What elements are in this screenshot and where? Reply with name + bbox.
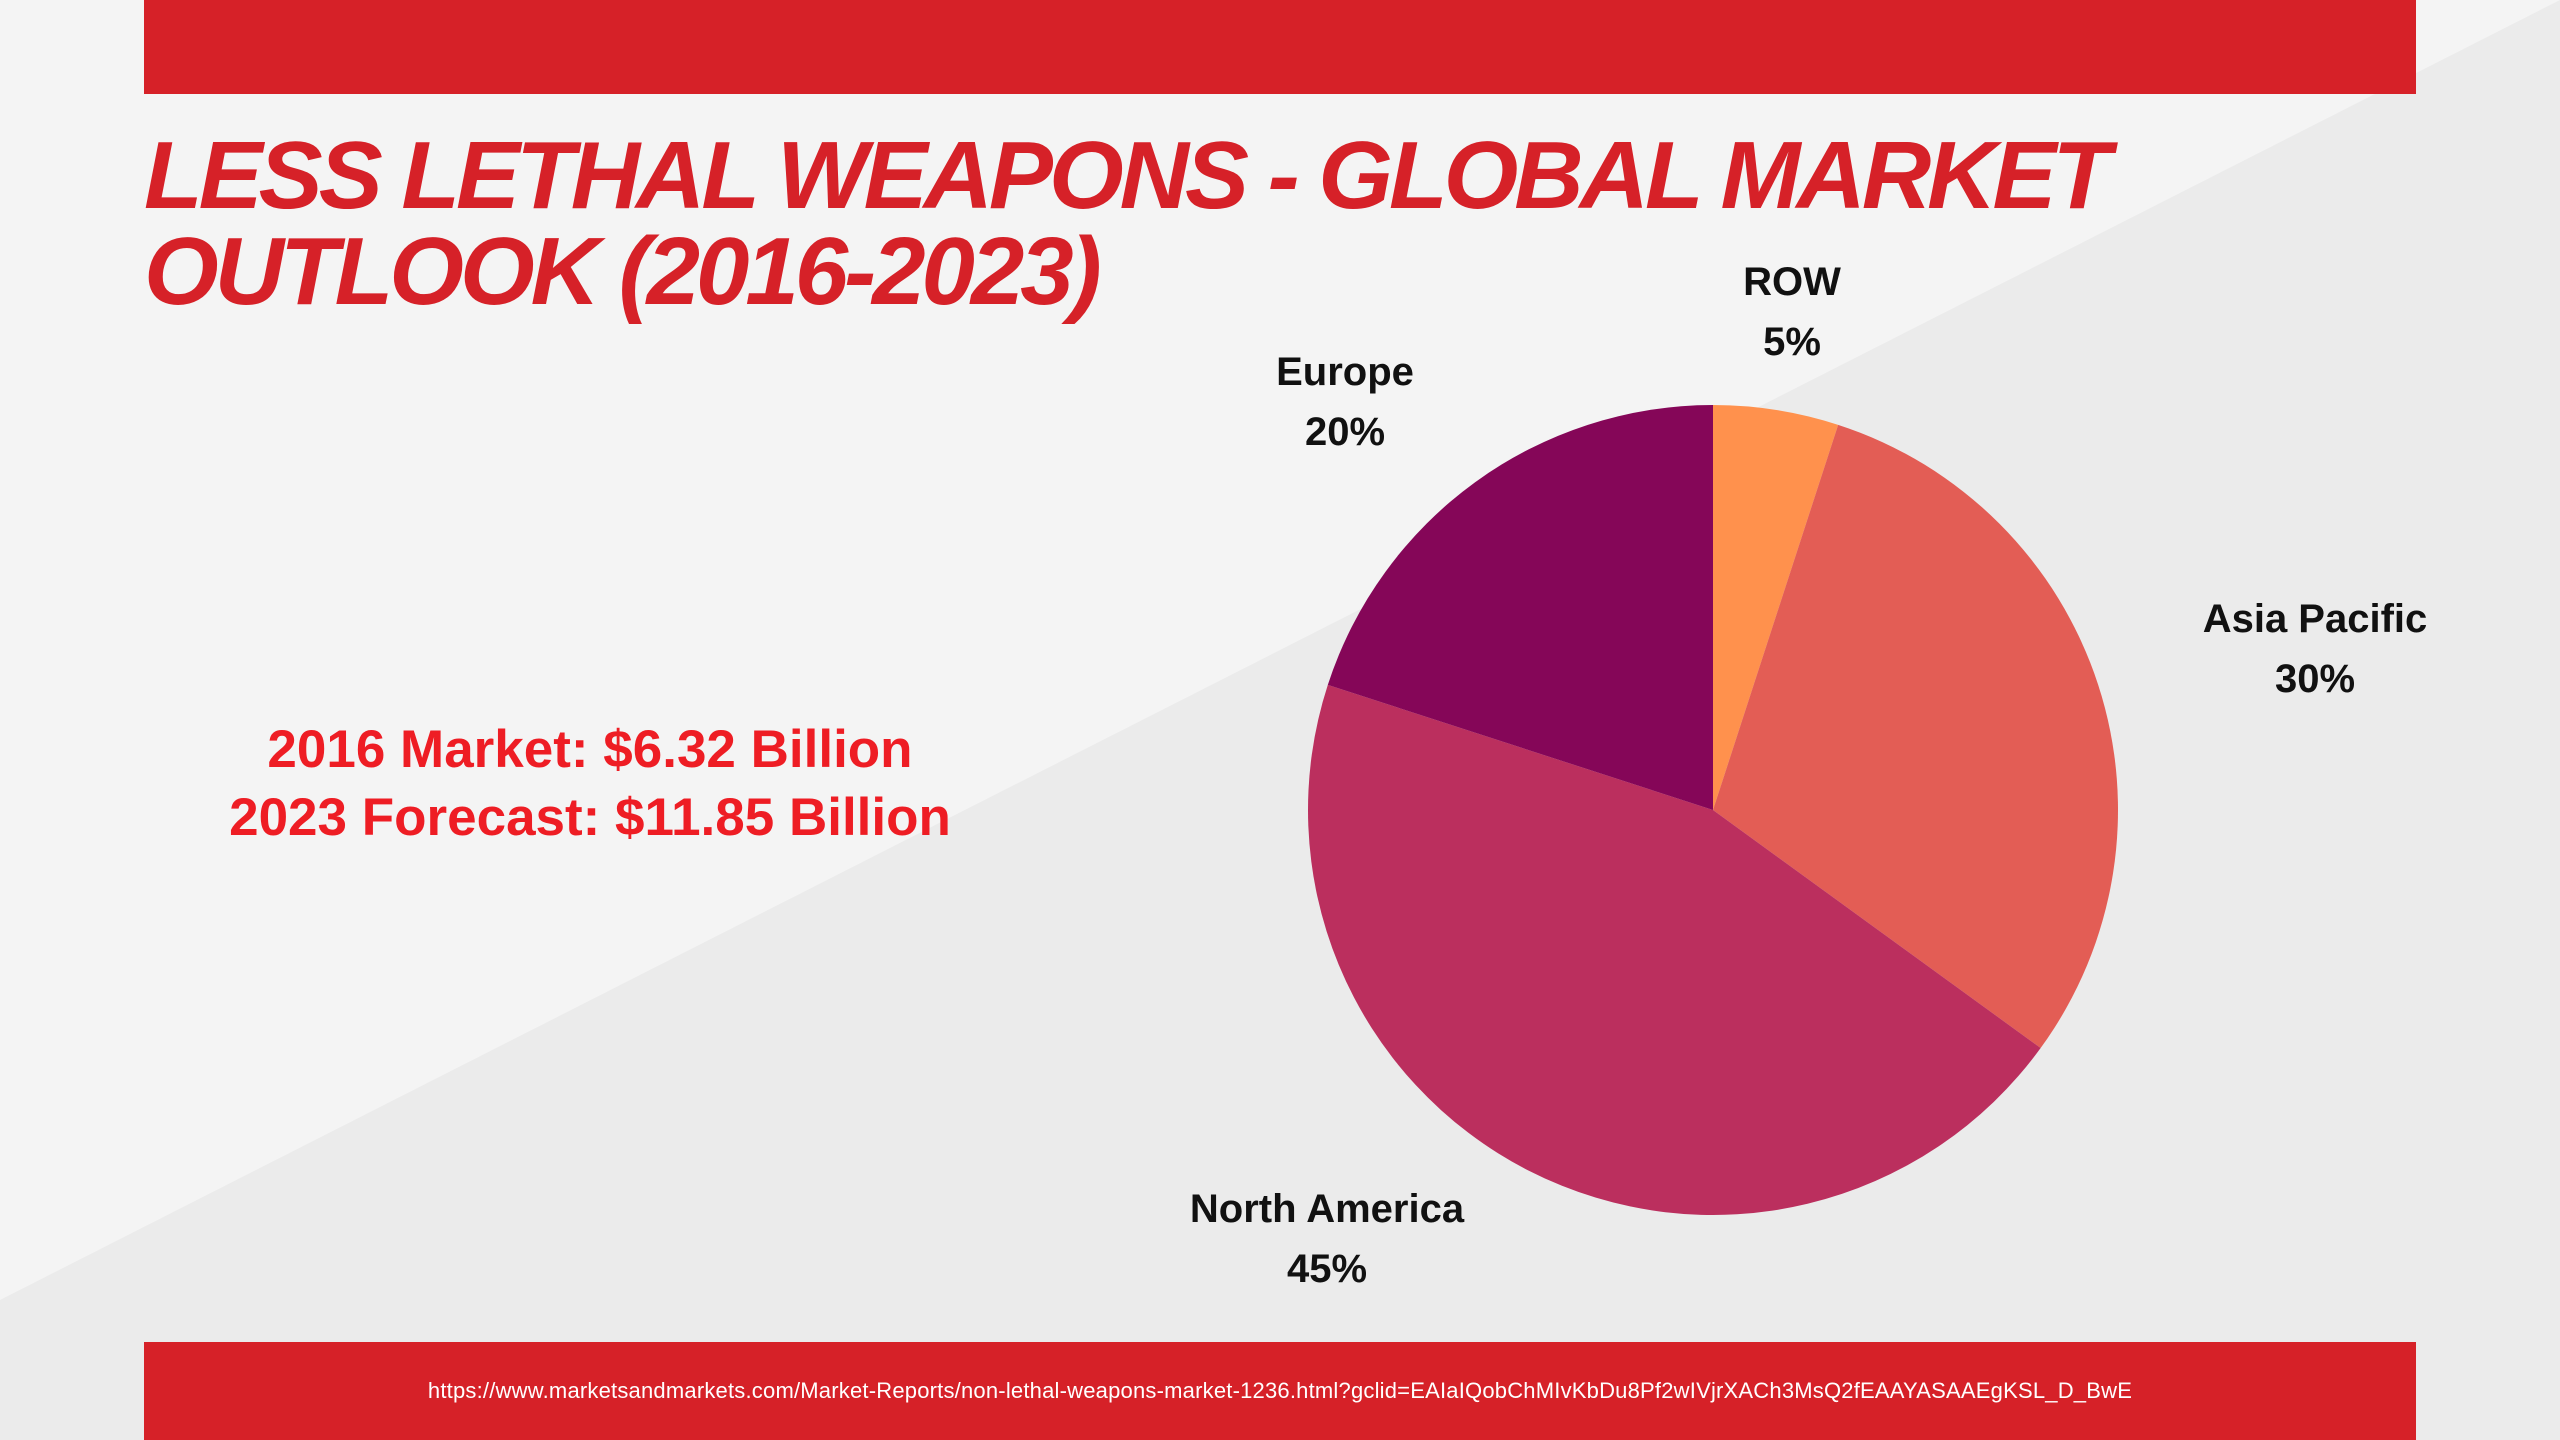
market-summary: 2016 Market: $6.32 Billion 2023 Forecast… [190, 716, 990, 852]
market-2023-forecast-text: 2023 Forecast: $11.85 Billion [229, 788, 951, 847]
pie-value-asia-pacific: 30% [2275, 657, 2355, 701]
page-title: LESS LETHAL WEAPONS - GLOBAL MARKET OUTL… [144, 122, 2111, 325]
pie-value-north-america: 45% [1287, 1247, 1367, 1291]
bottom-banner: https://www.marketsandmarkets.com/Market… [144, 1342, 2416, 1440]
source-url-text[interactable]: https://www.marketsandmarkets.com/Market… [427, 1378, 2133, 1403]
pie-label-asia-pacific: Asia Pacific [2203, 597, 2428, 641]
market-2016-text: 2016 Market: $6.32 Billion [267, 720, 913, 779]
pie-label-north-america: North America [1190, 1187, 1465, 1231]
pie-slice-row [1713, 405, 1839, 810]
pie-labels: ROW 5% Asia Pacific 30% North America 45% Euro… [1190, 260, 2427, 1291]
pie-slices [1308, 405, 2118, 1215]
pie-slice-europe [1327, 405, 1713, 810]
pie-label-europe: Europe [1276, 350, 1414, 394]
pie-label-row: ROW [1743, 260, 1841, 304]
pie-value-row: 5% [1763, 320, 1821, 364]
top-banner [144, 0, 2416, 94]
pie-value-europe: 20% [1305, 410, 1385, 454]
pie-slice-asia-pacific [1713, 424, 2118, 1049]
pie-slice-north-america [1308, 684, 2041, 1215]
